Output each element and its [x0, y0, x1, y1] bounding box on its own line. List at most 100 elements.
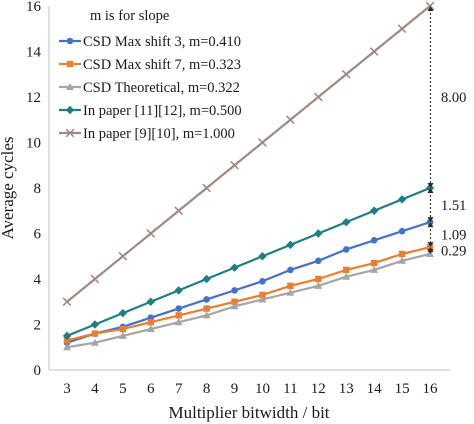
series-4 [62, 183, 435, 341]
y-tick-label: 16 [26, 0, 42, 15]
data-point [259, 291, 266, 299]
data-point [397, 24, 407, 34]
data-point [425, 183, 435, 193]
data-point [370, 237, 378, 244]
data-point [286, 240, 295, 250]
data-point [343, 266, 350, 274]
x-tick-label: 6 [147, 381, 155, 397]
plot-area [48, 6, 450, 371]
data-point [369, 206, 379, 215]
data-point [258, 295, 267, 303]
y-tick-label: 8 [34, 181, 42, 197]
data-point [315, 257, 322, 265]
data-point [230, 302, 239, 310]
difference-annotation: 1.51 [427, 188, 466, 223]
data-point [286, 115, 295, 125]
difference-annotation: 8.00 [427, 6, 466, 188]
data-point [174, 318, 183, 326]
legend-title: m is for slope [90, 8, 169, 24]
y-tick-label: 4 [34, 272, 42, 288]
series-line [66, 246, 431, 342]
data-point [63, 337, 71, 344]
data-point [146, 229, 156, 238]
legend-swatch-marker [65, 128, 75, 138]
data-point [230, 263, 239, 272]
difference-annotation: 1.09 [427, 222, 466, 248]
data-point [397, 195, 407, 204]
arrow-head-down [427, 248, 434, 254]
data-point [118, 251, 128, 261]
y-tick-labels: 0 2 4 6 8 10 12 14 16 [26, 0, 42, 379]
data-point [231, 298, 238, 305]
data-point [287, 266, 294, 274]
data-point [314, 281, 323, 289]
arrow-head-down [427, 183, 434, 188]
legend-swatch-marker [66, 83, 74, 90]
data-point [398, 256, 407, 264]
x-axis-title: Multiplier bitwidth / bit [168, 403, 329, 422]
x-tick-label: 3 [63, 381, 71, 397]
data-point [313, 92, 323, 102]
y-axis-title: Average cycles [0, 136, 17, 239]
data-point [259, 277, 266, 285]
data-point [202, 183, 211, 193]
data-point [426, 218, 434, 226]
data-point [370, 265, 379, 273]
data-point [202, 311, 211, 319]
data-point [258, 138, 267, 147]
difference-annotations: 8.00 1.51 1.090.29 [427, 6, 466, 260]
x-tick-label: 10 [255, 381, 270, 397]
arrow-head-up [427, 188, 434, 193]
data-point [90, 320, 100, 329]
series-2 [63, 243, 434, 344]
data-point [398, 250, 406, 258]
y-tick-label: 12 [26, 90, 41, 106]
legend-entry: In paper [11][12], m=0.500 [59, 103, 242, 119]
legend-entry: CSD Max shift 7, m=0.323 [59, 57, 241, 73]
data-point [398, 227, 406, 235]
legend-label: CSD Max shift 3, m=0.410 [83, 34, 241, 50]
legend-label: In paper [9][10], m=1.000 [83, 126, 235, 142]
legend-swatch-marker [66, 37, 74, 45]
arrow-head-up [427, 6, 434, 11]
data-point [287, 282, 294, 290]
difference-annotation: 0.29 [427, 244, 466, 260]
x-tick-label: 14 [367, 381, 383, 397]
series-5 [62, 1, 435, 307]
y-tick-label: 0 [34, 363, 42, 379]
y-tick-label: 6 [34, 227, 42, 243]
data-point [174, 286, 183, 295]
arrow-head-down [427, 217, 434, 223]
arrow-head-down [427, 242, 434, 248]
x-tick-label: 7 [175, 381, 183, 397]
series-line [66, 221, 431, 344]
difference-label: 8.00 [441, 90, 466, 106]
difference-label: 1.51 [441, 198, 466, 214]
legend-entry: CSD Theoretical, m=0.322 [59, 80, 240, 96]
data-point [146, 325, 155, 333]
data-point [119, 325, 127, 333]
data-point [369, 47, 379, 56]
data-point [147, 319, 154, 326]
data-point [91, 330, 99, 337]
data-point [342, 272, 351, 280]
x-tick-label: 11 [283, 381, 297, 397]
x-tick-label: 16 [423, 381, 439, 397]
data-point [342, 246, 350, 253]
data-point [286, 288, 295, 296]
data-point [175, 312, 182, 319]
data-point [62, 297, 72, 307]
data-point [425, 1, 435, 11]
x-tick-label: 9 [231, 381, 239, 397]
data-point [203, 305, 210, 312]
legend-entry: In paper [9][10], m=1.000 [59, 126, 235, 142]
data-point [90, 338, 99, 346]
difference-label: 1.09 [441, 228, 466, 244]
legend-label: CSD Max shift 7, m=0.323 [83, 57, 241, 73]
data-point [146, 297, 155, 306]
data-point [314, 229, 323, 238]
legend-swatch-marker [65, 105, 75, 115]
y-tick-label: 14 [26, 45, 42, 61]
x-tick-labels: 3 4 5 6 7 8 9 10 11 12 13 14 15 16 [63, 381, 438, 397]
data-point [315, 275, 322, 283]
